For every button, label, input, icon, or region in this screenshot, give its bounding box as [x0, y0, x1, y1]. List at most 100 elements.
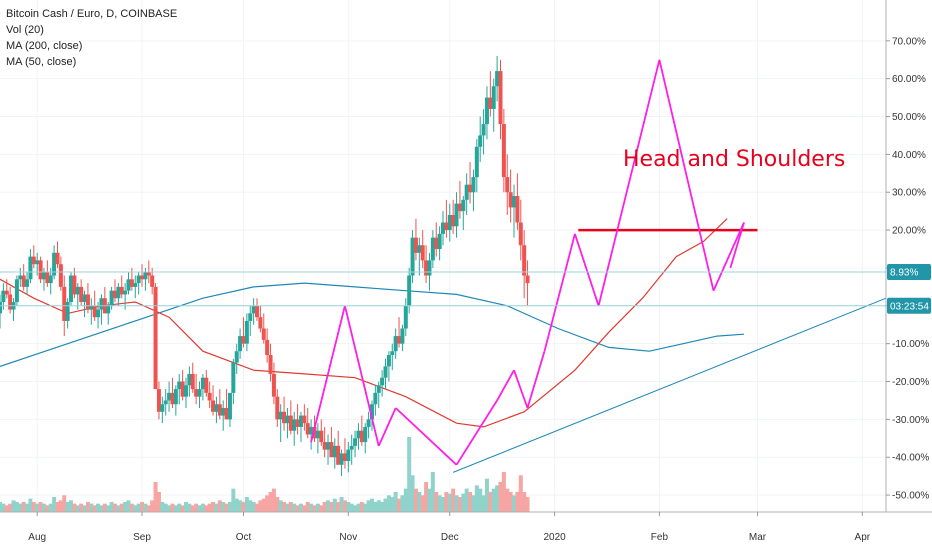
volume-bar	[275, 497, 280, 512]
candle-body	[393, 336, 398, 352]
candle-body	[457, 203, 462, 212]
volume-bar	[386, 495, 391, 512]
candle-body	[136, 275, 141, 284]
candle-body	[309, 426, 314, 435]
volume-bar	[75, 505, 80, 512]
volume-bar	[424, 482, 429, 512]
indicator-ma50[interactable]: MA (50, close)	[6, 56, 77, 68]
volume-bar	[119, 503, 124, 512]
candle-body	[204, 377, 209, 393]
y-tick-label: -30.00%	[892, 415, 929, 426]
candle-body	[437, 233, 442, 250]
candle-body	[200, 377, 205, 390]
volume-bar	[373, 502, 378, 512]
candle-body	[315, 430, 320, 439]
zigzag-segment	[377, 407, 397, 447]
volume-bar	[211, 502, 216, 512]
symbol-title[interactable]: Bitcoin Cash / Euro, D, COINBASE	[6, 8, 178, 20]
candle-body	[278, 411, 283, 420]
candle-body	[508, 192, 513, 208]
candle-body	[468, 184, 473, 193]
y-tick-label: -50.00%	[892, 491, 929, 502]
candle-body	[512, 196, 517, 208]
candle-body	[383, 366, 388, 378]
volume-bar	[464, 488, 469, 512]
candle-body	[407, 275, 412, 306]
candle-body	[25, 279, 30, 287]
candle-body	[173, 389, 178, 405]
volume-bar	[481, 495, 486, 512]
candle-body	[14, 279, 19, 303]
volume-bar	[298, 503, 303, 512]
candle-body	[58, 264, 63, 287]
volume-bar	[58, 500, 63, 512]
candle-body	[498, 71, 503, 125]
volume-bar	[72, 503, 77, 512]
volume-bar	[359, 502, 364, 512]
volume-bar	[271, 488, 276, 512]
candle-body	[451, 214, 456, 227]
volume-bar	[488, 492, 493, 512]
volume-bar	[248, 500, 253, 512]
volume-bar	[194, 503, 199, 512]
volume-bar	[180, 505, 185, 512]
volume-bar	[18, 503, 23, 512]
volume-bar	[197, 505, 202, 512]
badge-label: 03:23:54	[890, 301, 929, 312]
indicator-ma200[interactable]: MA (200, close)	[6, 40, 83, 52]
volume-bar	[52, 497, 57, 512]
zigzag-segment	[513, 369, 529, 409]
drawings	[0, 59, 887, 473]
candles	[0, 55, 530, 477]
candle-body	[62, 286, 67, 321]
zigzag-segment	[574, 233, 600, 307]
volume-bar	[92, 505, 97, 512]
candle-body	[156, 389, 161, 412]
badge-1	[887, 297, 931, 314]
volume-bar	[227, 502, 232, 512]
x-tick-label: Mar	[749, 532, 767, 543]
candle-body	[35, 260, 40, 265]
volume-bar	[484, 478, 489, 512]
volume-bar	[498, 482, 503, 512]
volume-bar	[204, 505, 209, 512]
volume-bar	[336, 502, 341, 512]
volume-bar	[261, 498, 266, 512]
candle-body	[410, 237, 415, 276]
y-tick-label: 20.00%	[892, 226, 926, 237]
volume-bar	[11, 500, 16, 512]
volume-bar	[187, 503, 192, 512]
indicator-vol[interactable]: Vol (20)	[6, 24, 44, 36]
volume-bar	[79, 503, 84, 512]
candle-body	[495, 71, 500, 87]
ma200-path	[0, 282, 745, 367]
volume-bar	[309, 503, 314, 512]
candle-body	[478, 135, 483, 147]
candle-body	[241, 336, 246, 344]
volume-bar	[461, 493, 466, 512]
candle-body	[18, 275, 23, 280]
candle-body	[65, 302, 70, 321]
volume-bar	[397, 498, 402, 512]
volume-bar	[342, 500, 347, 512]
candle-body	[376, 385, 381, 393]
candle-body	[329, 442, 334, 458]
candle-body	[285, 415, 290, 424]
candle-body	[373, 392, 378, 405]
candle-body	[214, 404, 219, 412]
candle-body	[82, 294, 87, 303]
volume-bar	[163, 503, 168, 512]
volume-bar	[393, 492, 398, 512]
candle-body	[140, 275, 145, 280]
chart-legend: Bitcoin Cash / Euro, D, COINBASE Vol (20…	[6, 6, 177, 70]
candle-body	[180, 381, 185, 397]
volume-bar	[346, 502, 351, 512]
candle-body	[292, 419, 297, 431]
candle-body	[403, 305, 408, 329]
candle-body	[420, 245, 425, 261]
candle-body	[430, 237, 435, 261]
volume-bar	[45, 505, 50, 512]
zigzag-segment	[712, 222, 745, 292]
candle-body	[207, 392, 212, 401]
